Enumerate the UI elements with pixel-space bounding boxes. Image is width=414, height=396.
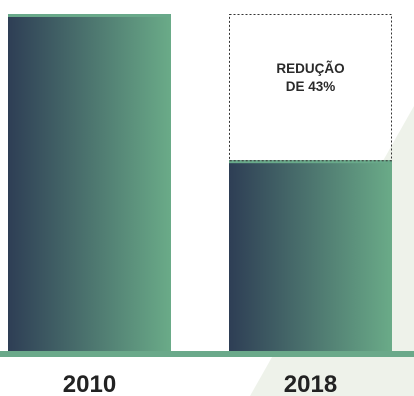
bar-2018 bbox=[229, 160, 392, 354]
bar-2010 bbox=[8, 14, 171, 354]
annotation-line-2: DE 43% bbox=[286, 79, 336, 94]
annotation-line-1: REDUÇÃO bbox=[276, 61, 344, 76]
baseline-axis bbox=[0, 351, 414, 357]
annotation-box: REDUÇÃO DE 43% bbox=[229, 14, 392, 162]
annotation-border bbox=[229, 14, 392, 162]
x-axis-labels: 2010 2018 bbox=[63, 371, 337, 396]
bar-top-edge-2010 bbox=[8, 14, 171, 17]
bar-top-edge-2018 bbox=[229, 160, 392, 164]
bars bbox=[8, 14, 392, 354]
x-tick-label-2010: 2010 bbox=[63, 371, 116, 396]
x-tick-label-2018: 2018 bbox=[284, 371, 337, 396]
